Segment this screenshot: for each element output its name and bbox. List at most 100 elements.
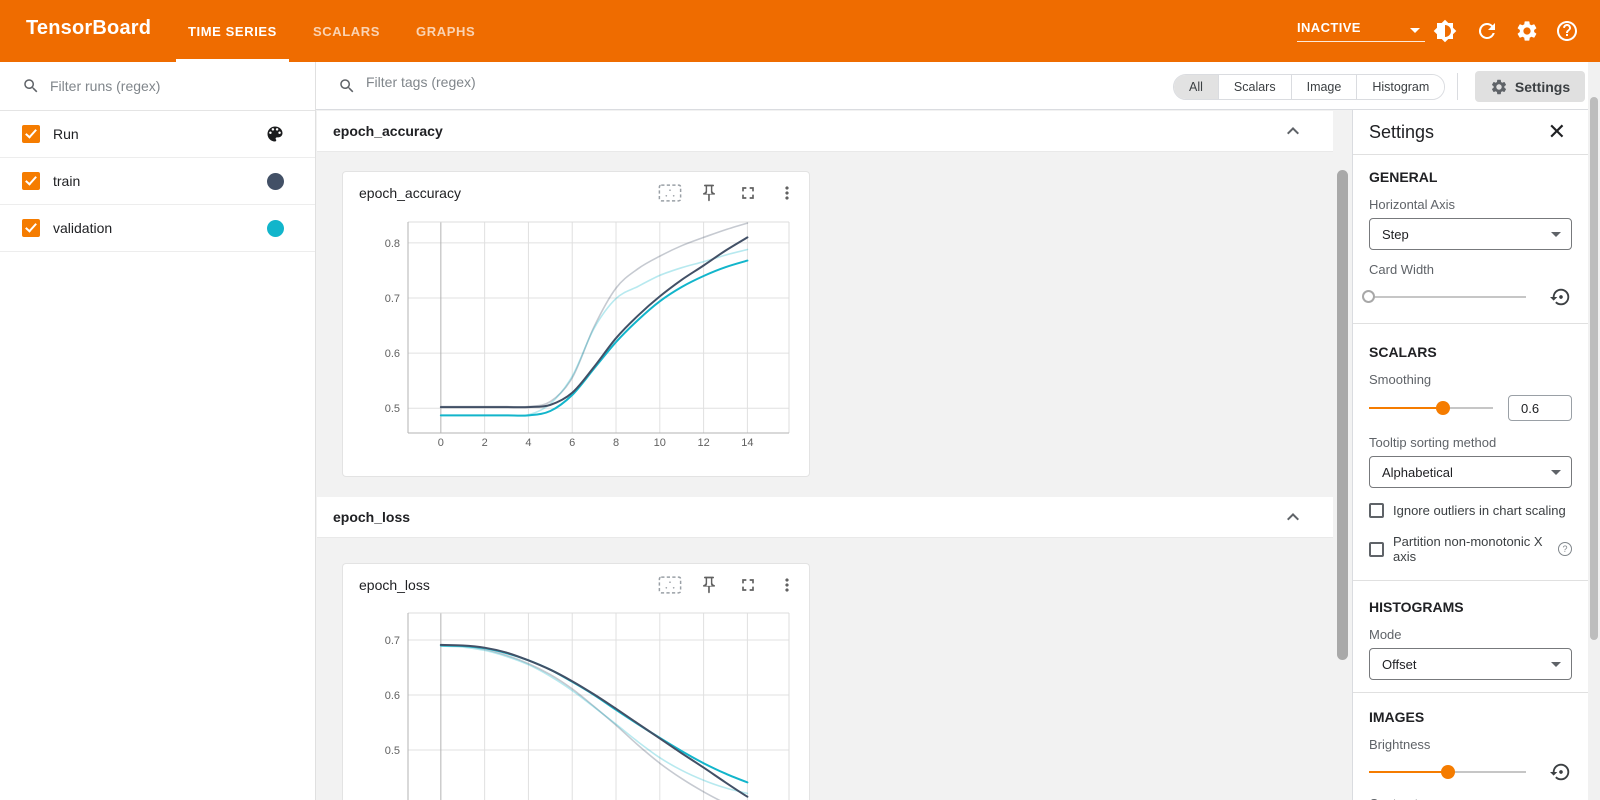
refresh-icon[interactable] <box>1475 19 1499 43</box>
accuracy-line-chart[interactable]: 0.5 0.6 0.7 0.8 0 2 4 6 8 10 12 14 <box>343 214 811 478</box>
filter-image-button[interactable]: Image <box>1291 75 1358 99</box>
search-icon <box>338 77 356 95</box>
partition-x-axis-checkbox[interactable] <box>1369 541 1384 557</box>
smoothing-value-input[interactable]: 0.6 <box>1508 395 1572 421</box>
svg-text:14: 14 <box>741 437 753 449</box>
pin-icon[interactable] <box>697 181 721 205</box>
svg-text:0.5: 0.5 <box>385 745 400 757</box>
divider <box>1353 580 1588 581</box>
fit-domain-icon[interactable] <box>658 573 682 597</box>
brightness-toggle-icon[interactable] <box>1433 19 1457 43</box>
filter-histogram-button[interactable]: Histogram <box>1357 75 1445 99</box>
more-options-icon[interactable] <box>775 573 799 597</box>
fit-domain-icon[interactable] <box>658 181 682 205</box>
reset-brightness-icon[interactable] <box>1550 761 1572 783</box>
dropdown-caret-icon <box>1410 28 1420 33</box>
settings-panel-header: Settings ✕ <box>1353 110 1588 155</box>
pin-icon[interactable] <box>697 573 721 597</box>
svg-text:10: 10 <box>654 437 666 449</box>
settings-section-histograms: HISTOGRAMS Mode Offset <box>1353 581 1588 692</box>
app-title: TensorBoard <box>26 17 152 39</box>
scalar-card-epoch-loss: epoch_loss 0.5 0.6 0.7 <box>342 563 810 800</box>
nav-tabs: TIME SERIES SCALARS GRAPHS <box>170 0 493 62</box>
search-icon <box>24 79 38 93</box>
settings-gear-icon[interactable] <box>1515 19 1539 43</box>
histogram-mode-dropdown[interactable]: Offset <box>1369 648 1572 680</box>
settings-section-scalars: SCALARS Smoothing 0.6 Tooltip sorting me… <box>1353 324 1588 580</box>
dropdown-caret-icon <box>1551 470 1561 475</box>
svg-text:0.7: 0.7 <box>385 293 400 305</box>
svg-text:0.7: 0.7 <box>385 635 400 647</box>
card-header: epoch_loss <box>343 564 809 606</box>
main-scrollbar-thumb[interactable] <box>1337 170 1348 660</box>
reset-card-width-icon[interactable] <box>1550 286 1572 308</box>
runs-filter-input[interactable] <box>50 78 270 94</box>
svg-text:0.5: 0.5 <box>385 403 400 415</box>
run-label: Run <box>53 126 79 142</box>
help-tooltip-icon[interactable]: ? <box>1558 542 1572 556</box>
run-label: train <box>53 173 81 189</box>
tags-filter-input[interactable] <box>366 74 906 90</box>
svg-text:0.8: 0.8 <box>385 238 400 250</box>
run-checkbox[interactable] <box>22 219 40 237</box>
smoothing-slider[interactable] <box>1369 398 1493 418</box>
runs-sidebar: Run train validation <box>0 62 316 800</box>
more-options-icon[interactable] <box>775 181 799 205</box>
page-scrollbar <box>1588 62 1600 800</box>
tooltip-sorting-dropdown[interactable]: Alphabetical <box>1369 456 1572 488</box>
run-row-all[interactable]: Run <box>0 111 315 158</box>
svg-text:0.6: 0.6 <box>385 690 400 702</box>
help-icon[interactable] <box>1555 19 1579 43</box>
tab-time-series[interactable]: TIME SERIES <box>170 0 295 62</box>
palette-icon <box>265 124 285 144</box>
collapse-chevron-up-icon[interactable] <box>1281 505 1305 529</box>
collapse-chevron-up-icon[interactable] <box>1281 119 1305 143</box>
run-color-dot <box>267 219 284 237</box>
settings-section-general: GENERAL Horizontal Axis Step Card Width <box>1353 155 1588 323</box>
dropdown-caret-icon <box>1551 232 1561 237</box>
tab-graphs[interactable]: GRAPHS <box>416 23 476 39</box>
section-header-epoch-loss[interactable]: epoch_loss <box>317 497 1333 538</box>
tag-type-filter-group: All Scalars Image Histogram <box>1173 74 1446 100</box>
section-header-epoch-accuracy[interactable]: epoch_accuracy <box>317 111 1333 152</box>
run-checkbox[interactable] <box>22 172 40 190</box>
main-scrollbar <box>1337 110 1348 800</box>
ignore-outliers-checkbox[interactable] <box>1369 503 1384 518</box>
page-scrollbar-thumb[interactable] <box>1590 97 1598 640</box>
slider-thumb[interactable] <box>1362 290 1375 303</box>
svg-text:6: 6 <box>569 437 575 449</box>
card-header: epoch_accuracy <box>343 172 809 214</box>
fullscreen-icon[interactable] <box>736 181 760 205</box>
svg-text:0.6: 0.6 <box>385 348 400 360</box>
toolbar-divider <box>1457 73 1458 100</box>
svg-text:4: 4 <box>525 437 531 449</box>
divider <box>1353 323 1588 324</box>
scalar-card-epoch-accuracy: epoch_accuracy 0.5 0.6 0.7 0.8 0 2 <box>342 171 810 477</box>
run-checkbox[interactable] <box>22 125 40 143</box>
settings-button[interactable]: Settings <box>1475 71 1585 102</box>
svg-text:8: 8 <box>613 437 619 449</box>
tab-scalars[interactable]: SCALARS <box>312 23 380 39</box>
close-icon[interactable]: ✕ <box>1547 119 1566 144</box>
fullscreen-icon[interactable] <box>736 573 760 597</box>
run-row-train[interactable]: train <box>0 158 315 205</box>
reload-status-dropdown[interactable]: INACTIVE <box>1297 20 1425 42</box>
card-width-slider[interactable] <box>1362 287 1526 307</box>
run-row-validation[interactable]: validation <box>0 205 315 252</box>
settings-section-images: IMAGES Brightness Contrast <box>1353 693 1588 800</box>
top-app-bar: TensorBoard TIME SERIES SCALARS GRAPHS I… <box>0 0 1600 62</box>
horizontal-axis-dropdown[interactable]: Step <box>1369 218 1572 250</box>
run-label: validation <box>53 220 113 236</box>
main-content: epoch_accuracy epoch_accuracy <box>316 110 1352 800</box>
slider-thumb[interactable] <box>1436 401 1451 415</box>
gear-icon <box>1491 79 1506 94</box>
filter-scalars-button[interactable]: Scalars <box>1218 75 1292 99</box>
filter-all-button[interactable]: All <box>1174 75 1219 99</box>
svg-text:0: 0 <box>438 437 444 449</box>
slider-thumb[interactable] <box>1440 765 1455 779</box>
loss-line-chart[interactable]: 0.5 0.6 0.7 <box>343 606 811 800</box>
brightness-slider[interactable] <box>1369 762 1526 782</box>
tags-toolbar: All Scalars Image Histogram Settings <box>316 62 1600 110</box>
divider <box>1353 692 1588 693</box>
